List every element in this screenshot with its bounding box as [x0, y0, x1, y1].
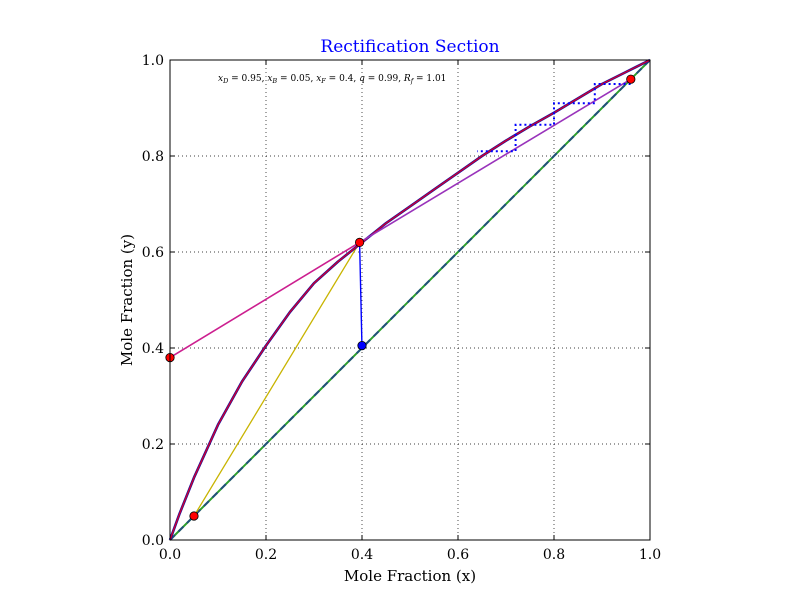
rectifying-operating-line — [169, 241, 361, 359]
y-tick-label: 1.0 — [142, 53, 164, 69]
y-tick-label: 0.2 — [142, 437, 164, 453]
plot-points — [165, 74, 636, 521]
x-axis-label: Mole Fraction (x) — [344, 567, 476, 585]
annotation-value: = 0.95, — [228, 74, 267, 84]
stage-staircase — [477, 79, 632, 153]
annotation-symbol: x — [316, 74, 321, 84]
x-tick-label: 0.0 — [159, 547, 181, 563]
parameter-annotation: xD = 0.95, xB = 0.05, xF = 0.4, q = 0.99… — [218, 74, 446, 85]
equilibrium-curve — [169, 59, 651, 541]
vertical-drop-line — [358, 242, 363, 349]
annotation-symbol: x — [267, 74, 272, 84]
stripping-operating-line — [359, 78, 632, 244]
grid — [170, 60, 650, 540]
annotation-value: = 0.05, — [277, 74, 316, 84]
annotation-value: = 0.99, — [365, 74, 404, 84]
chart-title: Rectification Section — [320, 37, 499, 57]
feed-line — [193, 242, 361, 517]
point-distillate — [626, 74, 636, 84]
x-tick-label: 0.4 — [351, 547, 373, 563]
point-feed_intersection — [354, 237, 365, 247]
y-tick-label: 0.4 — [142, 341, 164, 357]
annotation-symbol: q — [359, 74, 365, 84]
annotation-value: = 0.4, — [326, 74, 359, 84]
y-axis-label: Mole Fraction (y) — [118, 234, 136, 366]
diagonal-dashed-line — [169, 59, 651, 541]
plot-frame — [169, 59, 651, 541]
point-bottoms — [189, 511, 199, 521]
annotation-subscript: F — [320, 77, 326, 85]
annotation-symbol: R — [403, 74, 411, 84]
x-tick-label: 0.6 — [447, 547, 469, 563]
axis-ticks: 0.0 0.2 0.4 0.6 0.8 1.0 0.0 0.2 0.4 0.6 0.8 1.0 — [142, 53, 661, 563]
annotation-value: = 1.01 — [413, 74, 446, 84]
annotation-subscript: D — [222, 77, 229, 85]
annotation-symbol: x — [218, 74, 223, 84]
x-tick-label: 0.2 — [255, 547, 277, 563]
annotation-subscript: f — [410, 77, 415, 85]
x-tick-label: 1.0 — [639, 547, 661, 563]
y-tick-label: 0.6 — [142, 245, 164, 261]
y-tick-label: 0.0 — [142, 533, 164, 549]
plot-series — [168, 58, 651, 541]
annotation-subscript: B — [271, 77, 277, 85]
point-feed_point — [357, 340, 367, 351]
x-tick-label: 0.8 — [543, 547, 565, 563]
y-tick-label: 0.8 — [142, 149, 164, 165]
